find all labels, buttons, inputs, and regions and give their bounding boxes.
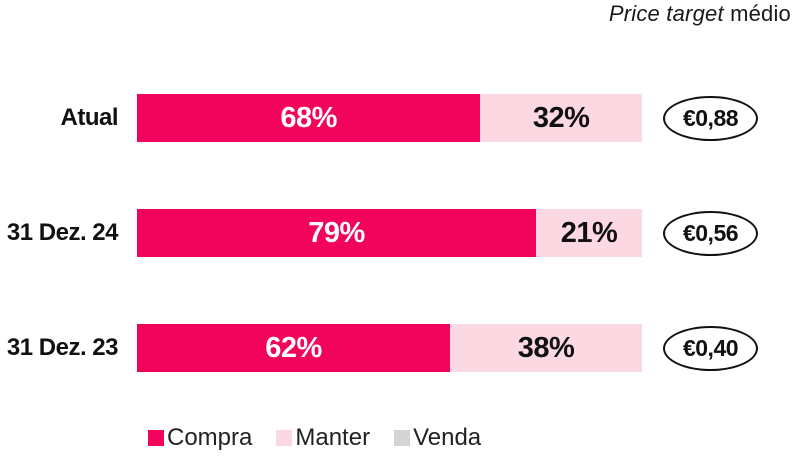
bar-segment-manter: 38% [450,324,642,372]
legend-label-venda: Venda [413,424,482,451]
manter-swatch-icon [276,430,293,446]
stacked-bar: 68% 32% [137,94,642,142]
bar-segment-compra: 62% [137,324,451,372]
price-target-title-regular: médio [723,1,791,26]
bar-segment-manter: 21% [535,209,642,257]
bar-segment-manter: 32% [480,94,642,142]
chart-row-atual: Atual 68% 32% €0,88 [0,94,758,142]
legend-label-compra: Compra [167,424,253,451]
stacked-bar: 62% 38% [137,324,642,372]
chart-row-31-dez-23: 31 Dez. 23 62% 38% €0,40 [0,324,758,372]
price-target-title: Price target médio [609,1,791,27]
venda-swatch-icon [394,430,411,446]
legend: Compra Manter Venda [148,424,481,452]
chart-rows: Atual 68% 32% €0,88 31 Dez. 24 79% 21% €… [0,94,758,372]
legend-item-compra: Compra [148,424,252,452]
stacked-bar: 79% 21% [137,209,642,257]
row-label: 31 Dez. 23 [6,334,119,361]
price-target-title-italic: Price target [608,1,724,26]
row-label: Atual [60,104,119,131]
row-label: 31 Dez. 24 [6,219,119,246]
chart-row-31-dez-24: 31 Dez. 24 79% 21% €0,56 [0,209,758,257]
price-target-badge: €0,56 [663,210,758,256]
bar-segment-compra: 68% [137,94,481,142]
price-target-badge: €0,88 [663,95,758,141]
legend-item-manter: Manter [276,424,370,452]
compra-swatch-icon [148,430,164,446]
legend-label-manter: Manter [295,424,371,451]
price-target-badge: €0,40 [663,325,758,371]
legend-item-venda: Venda [394,424,481,452]
bar-segment-compra: 79% [137,209,536,257]
